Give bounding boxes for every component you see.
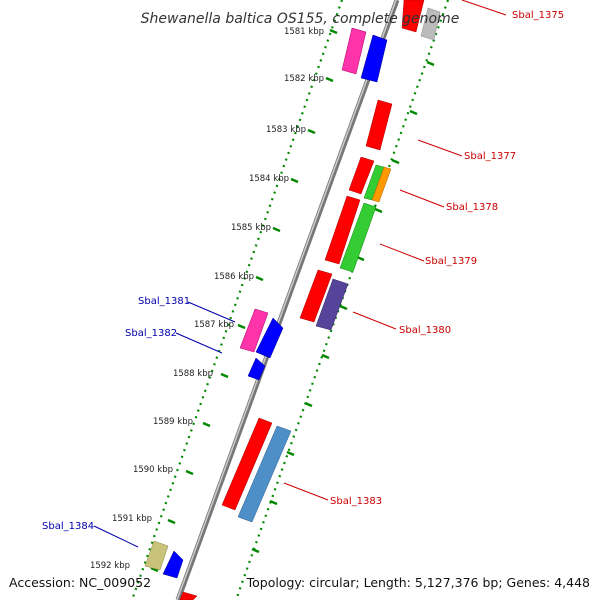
gene-labels: Sbal_1375 Sbal_1377 Sbal_1378 Sbal_1379 … <box>42 10 564 532</box>
genes-outer-strand <box>144 0 441 600</box>
tick-label: 1592 kbp <box>90 561 130 571</box>
gene-red-top-1[interactable] <box>401 0 425 33</box>
tick-label: 1590 kbp <box>133 465 173 475</box>
gene-blue-1[interactable] <box>360 34 388 83</box>
gene-label-sbal-1384[interactable]: Sbal_1384 <box>42 521 94 532</box>
gene-label-sbal-1378[interactable]: Sbal_1378 <box>446 202 498 213</box>
gene-grey-top[interactable] <box>420 7 441 41</box>
gene-blue-1382[interactable] <box>247 357 266 381</box>
gene-label-sbal-1379[interactable]: Sbal_1379 <box>425 256 477 267</box>
gene-magenta-1[interactable] <box>341 27 367 75</box>
gene-red-1383[interactable] <box>221 417 273 511</box>
outer-dotted-guide <box>130 0 344 600</box>
accession-text: Accession: NC_009052 <box>9 575 151 590</box>
tick-label: 1583 kbp <box>266 125 306 135</box>
gene-label-sbal-1382[interactable]: Sbal_1382 <box>125 328 177 339</box>
gene-red-1380[interactable] <box>299 269 333 323</box>
gene-red-1379[interactable] <box>324 195 361 265</box>
kbp-tick-labels: 1581 kbp 1582 kbp 1583 kbp 1584 kbp 1585… <box>90 27 324 571</box>
inner-dotted-guide <box>234 0 450 600</box>
tick-label: 1587 kbp <box>194 320 234 330</box>
gene-label-sbal-1380[interactable]: Sbal_1380 <box>399 325 451 336</box>
gene-khaki-1384[interactable] <box>144 540 169 571</box>
gene-blue-1384[interactable] <box>162 550 184 579</box>
tick-label: 1588 kbp <box>173 369 213 379</box>
gene-label-sbal-1377[interactable]: Sbal_1377 <box>464 151 516 162</box>
tick-label: 1589 kbp <box>153 417 193 427</box>
tick-label: 1586 kbp <box>214 272 254 282</box>
gene-steel-1383[interactable] <box>237 425 292 523</box>
tick-label: 1584 kbp <box>249 174 289 184</box>
gene-label-sbal-1383[interactable]: Sbal_1383 <box>330 496 382 507</box>
gene-green-1379[interactable] <box>339 202 377 273</box>
tick-marks <box>150 28 435 573</box>
gene-red-1376[interactable] <box>365 99 393 151</box>
gene-purple-1380[interactable] <box>315 278 349 331</box>
tick-label: 1591 kbp <box>112 514 152 524</box>
gene-label-sbal-1381[interactable]: Sbal_1381 <box>138 296 190 307</box>
gene-red-bottom[interactable] <box>179 591 198 600</box>
gene-label-sbal-1375[interactable]: Sbal_1375 <box>512 10 564 21</box>
gene-magenta-1381[interactable] <box>239 308 269 353</box>
tick-label: 1582 kbp <box>284 74 324 84</box>
backbone-line <box>175 0 400 600</box>
map-title: Shewanella baltica OS155, complete genom… <box>141 11 460 27</box>
gene-red-1377[interactable] <box>348 156 375 195</box>
gene-blue-1381[interactable] <box>255 317 284 359</box>
tick-label: 1581 kbp <box>284 27 324 37</box>
tick-label: 1585 kbp <box>231 223 271 233</box>
backbone-highlight <box>176 0 397 600</box>
gene-orange-1378[interactable] <box>371 166 392 203</box>
topology-text: Topology: circular; Length: 5,127,376 bp… <box>246 575 590 590</box>
label-leaders <box>93 0 507 548</box>
